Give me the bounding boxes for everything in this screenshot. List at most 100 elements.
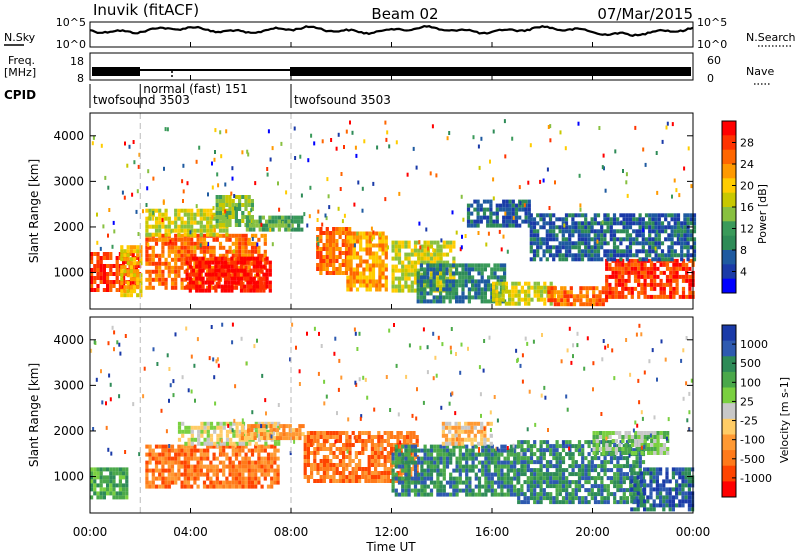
heatmap-cell: [245, 441, 249, 446]
heatmap-cell: [310, 443, 314, 447]
heatmap-cell: [468, 456, 472, 461]
heatmap-speck: [554, 180, 556, 185]
heatmap-cell: [316, 467, 320, 471]
heatmap-cell: [199, 448, 203, 453]
heatmap-cell: [231, 215, 235, 219]
heatmap-cell: [247, 199, 251, 203]
heatmap-cell: [239, 260, 244, 265]
heatmap-cell: [247, 468, 251, 473]
heatmap-cell: [433, 460, 437, 465]
heatmap-cell: [196, 448, 200, 453]
heatmap-cell: [470, 437, 474, 442]
heatmap-cell: [202, 216, 207, 221]
heatmap-cell: [413, 268, 418, 273]
heatmap-cell: [571, 492, 575, 497]
heatmap-cell: [148, 273, 152, 278]
heatmap-cell: [288, 436, 292, 441]
heatmap-cell: [401, 452, 405, 457]
heatmap-cell: [609, 257, 613, 262]
heatmap-cell: [269, 428, 273, 433]
heatmap-cell: [238, 464, 242, 469]
heatmap-cell: [218, 460, 223, 465]
heatmap-cell: [222, 464, 226, 469]
heatmap-cell: [151, 257, 155, 262]
heatmap-cell: [391, 452, 395, 457]
heatmap-cell: [177, 456, 181, 461]
heatmap-cell: [439, 284, 443, 289]
heatmap-speck: [266, 167, 269, 171]
heatmap-cell: [129, 277, 133, 282]
heatmap-cell: [653, 286, 657, 291]
heatmap-cell: [352, 251, 356, 256]
heatmap-cell: [413, 280, 418, 285]
heatmap-cell: [158, 444, 162, 449]
heatmap-cell: [429, 448, 434, 453]
heatmap-cell: [584, 225, 588, 230]
heatmap-cell: [457, 433, 461, 438]
heatmap-cell: [391, 244, 395, 249]
heatmap-cell: [417, 476, 421, 481]
heatmap-cell: [267, 421, 271, 426]
heatmap-cell: [346, 239, 350, 244]
heatmap-cell: [102, 268, 106, 272]
heatmap-cell: [423, 252, 427, 257]
heatmap-cell: [432, 263, 436, 268]
heatmap-cell: [151, 208, 155, 213]
heatmap-cell: [670, 237, 674, 242]
heatmap-cell: [454, 441, 458, 446]
heatmap-cell: [145, 241, 149, 246]
heatmap-cell: [471, 452, 475, 457]
heatmap-cell: [590, 225, 594, 230]
heatmap-cell: [556, 298, 561, 303]
heatmap-cell: [234, 464, 239, 469]
heatmap-cell: [99, 491, 103, 496]
heatmap-cell: [365, 283, 369, 288]
heatmap-cell: [606, 488, 610, 493]
heatmap-cell: [319, 263, 323, 267]
heatmap-cell: [397, 288, 402, 293]
heatmap-cell: [657, 225, 661, 230]
heatmap-speck: [642, 228, 645, 233]
heatmap-cell: [604, 298, 609, 303]
heatmap-cell: [262, 288, 266, 293]
heatmap-cell: [686, 221, 690, 226]
heatmap-cell: [407, 256, 411, 261]
heatmap-cell: [495, 289, 499, 294]
heatmap-cell: [585, 290, 589, 295]
heatmap-cell: [218, 241, 223, 246]
heatmap-speck: [269, 157, 272, 162]
heatmap-cell: [145, 208, 149, 213]
heatmap-cell: [174, 285, 178, 290]
heatmap-cell: [670, 249, 674, 254]
heatmap-cell: [341, 243, 345, 247]
heatmap-cell: [303, 447, 307, 451]
heatmap-cell: [476, 421, 481, 426]
heatmap-cell: [442, 240, 446, 245]
heatmap-cell: [429, 488, 434, 493]
heatmap-cell: [500, 472, 504, 477]
heatmap-cell: [513, 468, 517, 473]
heatmap-cell: [265, 268, 269, 273]
heatmap-cell: [686, 213, 690, 218]
heatmap-cell: [555, 476, 559, 481]
heatmap-cell: [577, 225, 581, 230]
heatmap-cell: [653, 262, 657, 267]
heatmap-cell: [154, 208, 159, 213]
heatmap-cell: [209, 437, 214, 442]
heatmap-cell: [186, 480, 191, 485]
heatmap-cell: [207, 268, 212, 273]
heatmap-cell: [520, 500, 524, 505]
heatmap-cell: [630, 294, 634, 299]
heatmap-cell: [574, 245, 578, 250]
heatmap-cell: [348, 447, 352, 451]
heatmap-cell: [587, 241, 591, 246]
heatmap-cell: [332, 255, 336, 259]
heatmap-cell: [477, 476, 482, 481]
heatmap-cell: [118, 284, 122, 288]
heatmap-cell: [342, 459, 346, 463]
heatmap-cell: [297, 227, 301, 232]
heatmap-cell: [338, 247, 342, 251]
heatmap-cell: [238, 472, 242, 477]
heatmap-cell: [199, 232, 203, 237]
heatmap-cell: [484, 460, 488, 465]
